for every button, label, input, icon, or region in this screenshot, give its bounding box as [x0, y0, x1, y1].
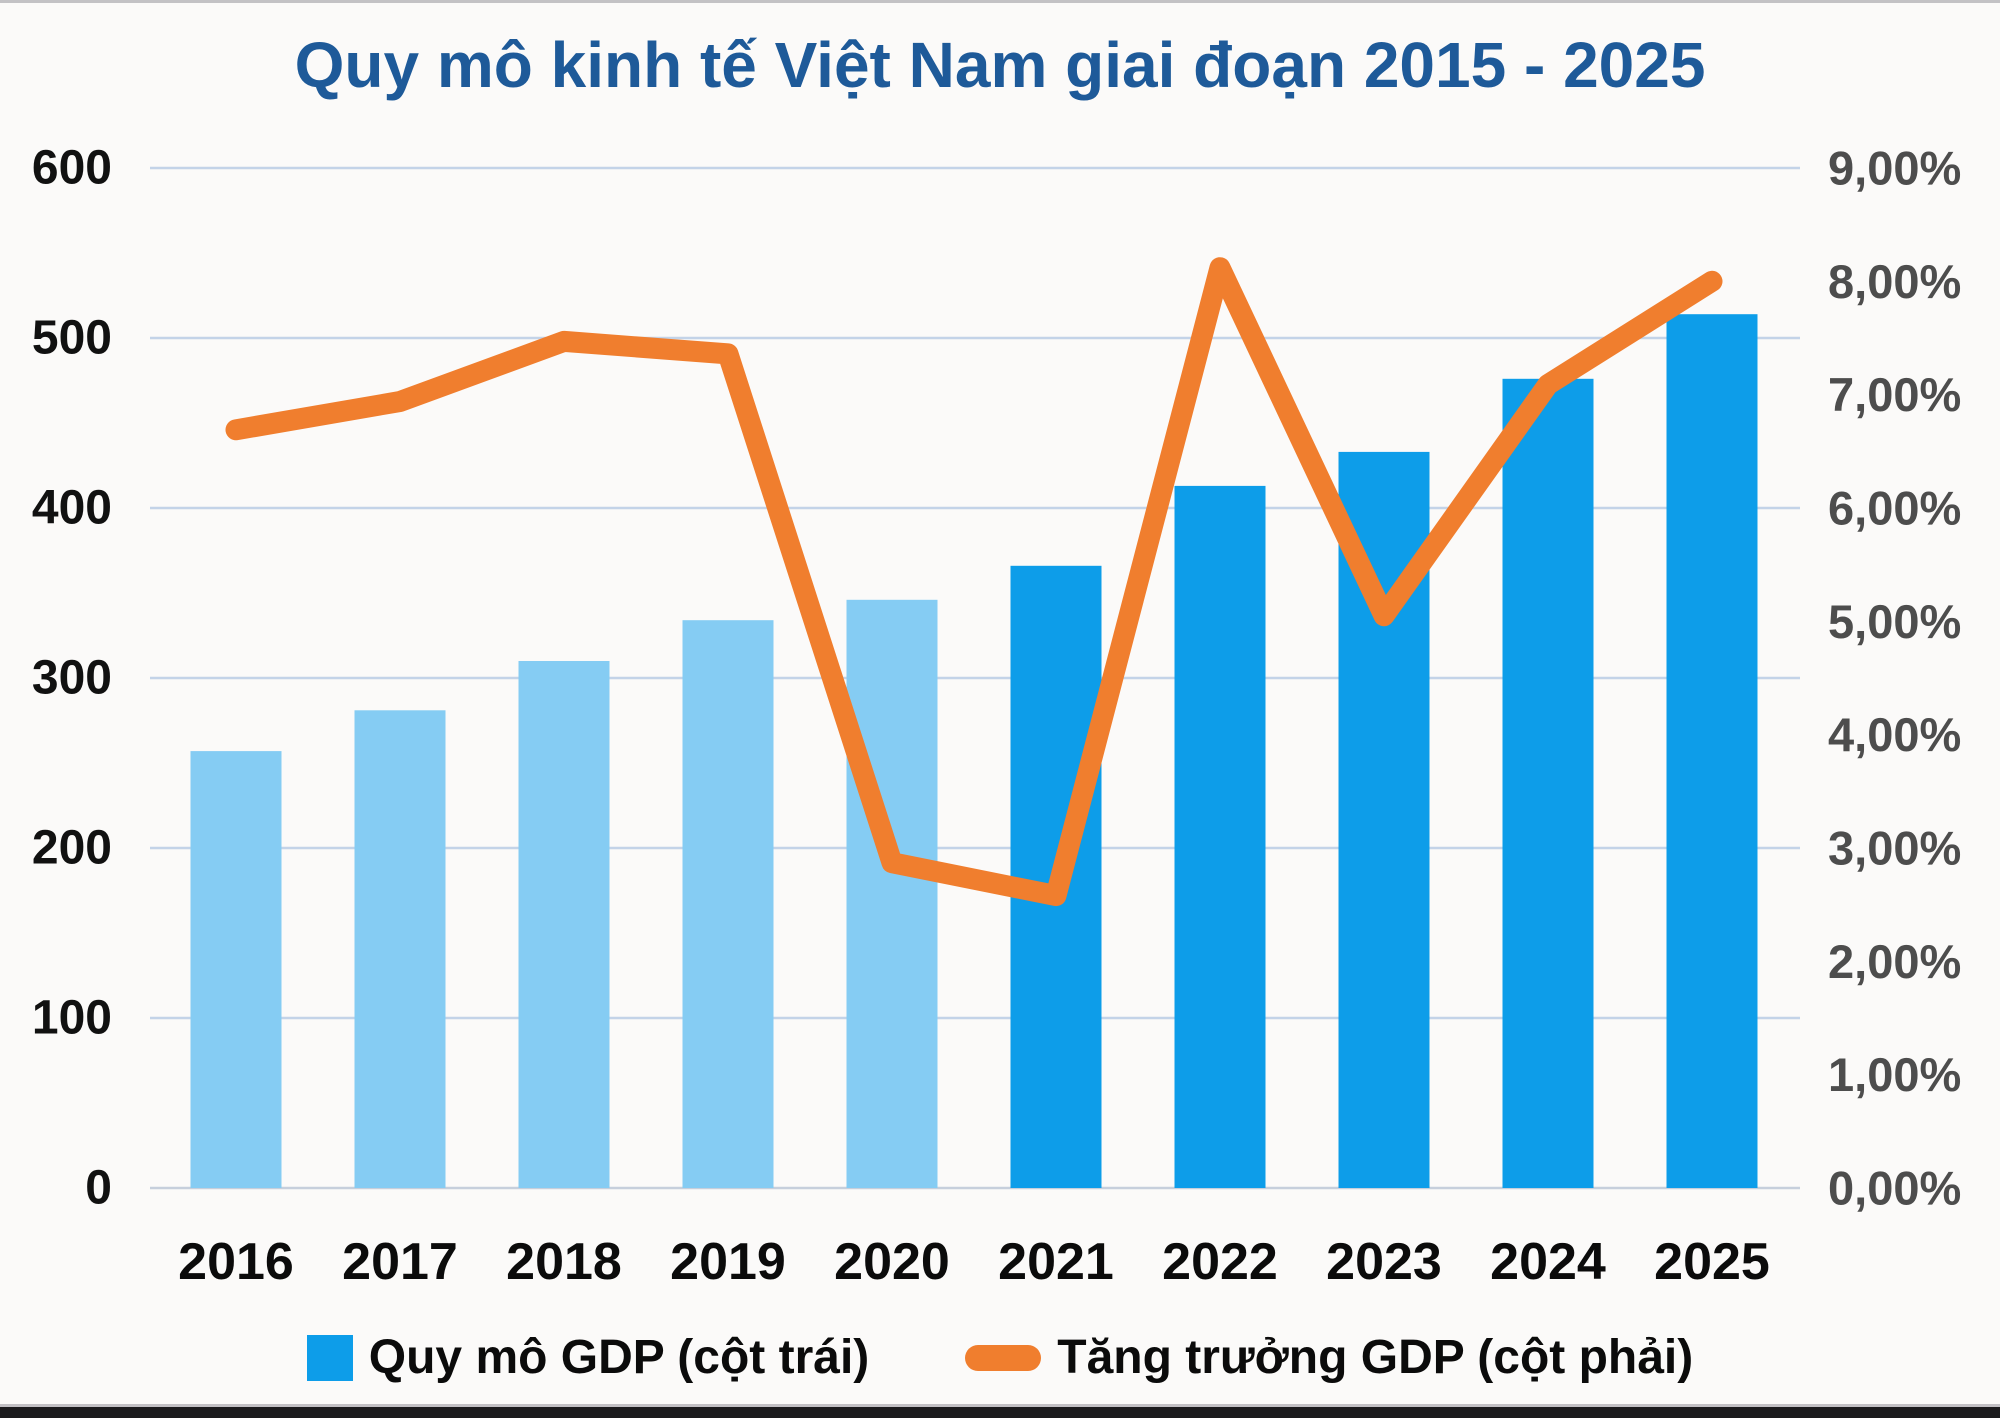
right-axis-tick-900: 9,00%: [1828, 142, 1961, 195]
window-top-border: [0, 0, 2000, 3]
bottom-divider: [0, 1404, 2000, 1407]
x-axis-label-2016: 2016: [178, 1233, 294, 1291]
x-axis-label-2022: 2022: [1162, 1233, 1278, 1291]
gdp-size-swatch-icon: [306, 1334, 353, 1381]
right-axis-tick-100: 1,00%: [1828, 1048, 1961, 1101]
left-axis-tick-200: 200: [32, 822, 112, 875]
left-axis-tick-0: 0: [85, 1162, 112, 1215]
bar-2016: [190, 751, 282, 1188]
bar-2018: [518, 661, 610, 1188]
x-axis-label-2020: 2020: [834, 1233, 950, 1291]
right-axis-tick-300: 3,00%: [1828, 822, 1961, 875]
legend-item-gdp-growth: Tăng trưởng GDP (cột phải): [965, 1330, 1693, 1385]
x-axis-label-2021: 2021: [998, 1233, 1114, 1291]
legend-label-gdp-growth: Tăng trưởng GDP (cột phải): [1057, 1331, 1694, 1384]
chart-title: Quy mô kinh tế Việt Nam giai đoạn 2015 -…: [294, 29, 1706, 101]
x-axis-label-2023: 2023: [1326, 1233, 1442, 1291]
left-axis-tick-600: 600: [32, 142, 112, 195]
bar-2022: [1174, 485, 1266, 1188]
left-axis-tick-100: 100: [32, 992, 112, 1045]
bar-2025: [1666, 314, 1758, 1188]
right-axis-tick-500: 5,00%: [1828, 595, 1961, 648]
x-axis-label-2024: 2024: [1490, 1233, 1606, 1291]
right-axis-tick-400: 4,00%: [1828, 708, 1961, 761]
legend: Quy mô GDP (cột trái) Tăng trưởng GDP (c…: [0, 1330, 2000, 1385]
right-axis-tick-200: 2,00%: [1828, 935, 1961, 988]
bar-2019: [682, 620, 774, 1188]
right-axis-tick-800: 8,00%: [1828, 255, 1961, 308]
legend-item-gdp-size: Quy mô GDP (cột trái): [306, 1330, 870, 1385]
left-axis-tick-500: 500: [32, 312, 112, 365]
right-axis-tick-600: 6,00%: [1828, 482, 1961, 535]
left-axis-tick-400: 400: [32, 482, 112, 535]
x-axis-label-2017: 2017: [342, 1233, 458, 1291]
gdp-growth-dash-icon: [965, 1344, 1042, 1371]
bar-2017: [354, 710, 446, 1188]
bar-2024: [1502, 378, 1594, 1188]
bar-2020: [846, 599, 938, 1188]
left-axis-tick-300: 300: [32, 652, 112, 705]
bottom-edge-bar: [0, 1407, 2000, 1418]
legend-label-gdp-size: Quy mô GDP (cột trái): [368, 1331, 870, 1384]
x-axis-label-2025: 2025: [1654, 1233, 1770, 1291]
right-axis-tick-000: 0,00%: [1828, 1162, 1961, 1215]
x-axis-label-2018: 2018: [506, 1233, 622, 1291]
growth-line: [225, 257, 1723, 907]
x-axis-label-2019: 2019: [670, 1233, 786, 1291]
right-axis-tick-700: 7,00%: [1828, 368, 1961, 421]
